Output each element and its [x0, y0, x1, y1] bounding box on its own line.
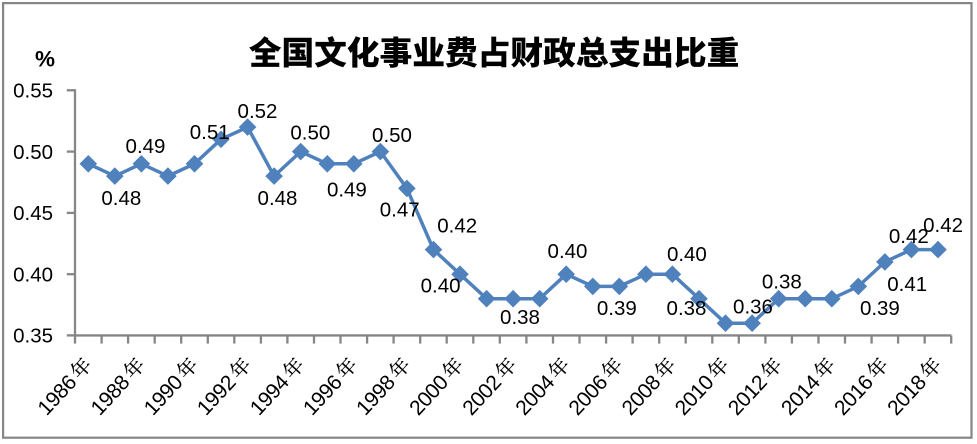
- svg-text:0.50: 0.50: [372, 124, 412, 147]
- svg-text:0.49: 0.49: [327, 179, 367, 202]
- svg-text:0.38: 0.38: [667, 297, 707, 320]
- svg-text:0.48: 0.48: [101, 187, 141, 210]
- svg-text:0.41: 0.41: [887, 273, 927, 296]
- svg-text:0.42: 0.42: [437, 215, 477, 238]
- svg-text:0.39: 0.39: [860, 297, 900, 320]
- svg-text:0.39: 0.39: [597, 297, 637, 320]
- svg-text:%: %: [35, 47, 55, 72]
- svg-text:0.49: 0.49: [126, 135, 166, 158]
- svg-text:0.40: 0.40: [548, 240, 588, 263]
- svg-text:0.50: 0.50: [13, 141, 53, 164]
- svg-text:0.51: 0.51: [190, 121, 230, 144]
- svg-text:0.42: 0.42: [889, 225, 929, 248]
- svg-text:0.55: 0.55: [13, 80, 53, 103]
- svg-text:0.35: 0.35: [13, 325, 53, 348]
- svg-text:0.40: 0.40: [13, 264, 53, 287]
- svg-text:0.42: 0.42: [923, 214, 963, 237]
- svg-text:0.52: 0.52: [238, 100, 278, 123]
- svg-text:0.50: 0.50: [290, 122, 330, 145]
- svg-text:0.38: 0.38: [762, 271, 802, 294]
- svg-text:0.40: 0.40: [667, 243, 707, 266]
- svg-text:0.47: 0.47: [380, 198, 420, 221]
- svg-text:0.48: 0.48: [258, 187, 298, 210]
- svg-text:0.38: 0.38: [500, 306, 540, 329]
- svg-text:0.36: 0.36: [733, 296, 773, 319]
- svg-text:0.45: 0.45: [13, 202, 53, 225]
- svg-text:0.40: 0.40: [421, 275, 461, 298]
